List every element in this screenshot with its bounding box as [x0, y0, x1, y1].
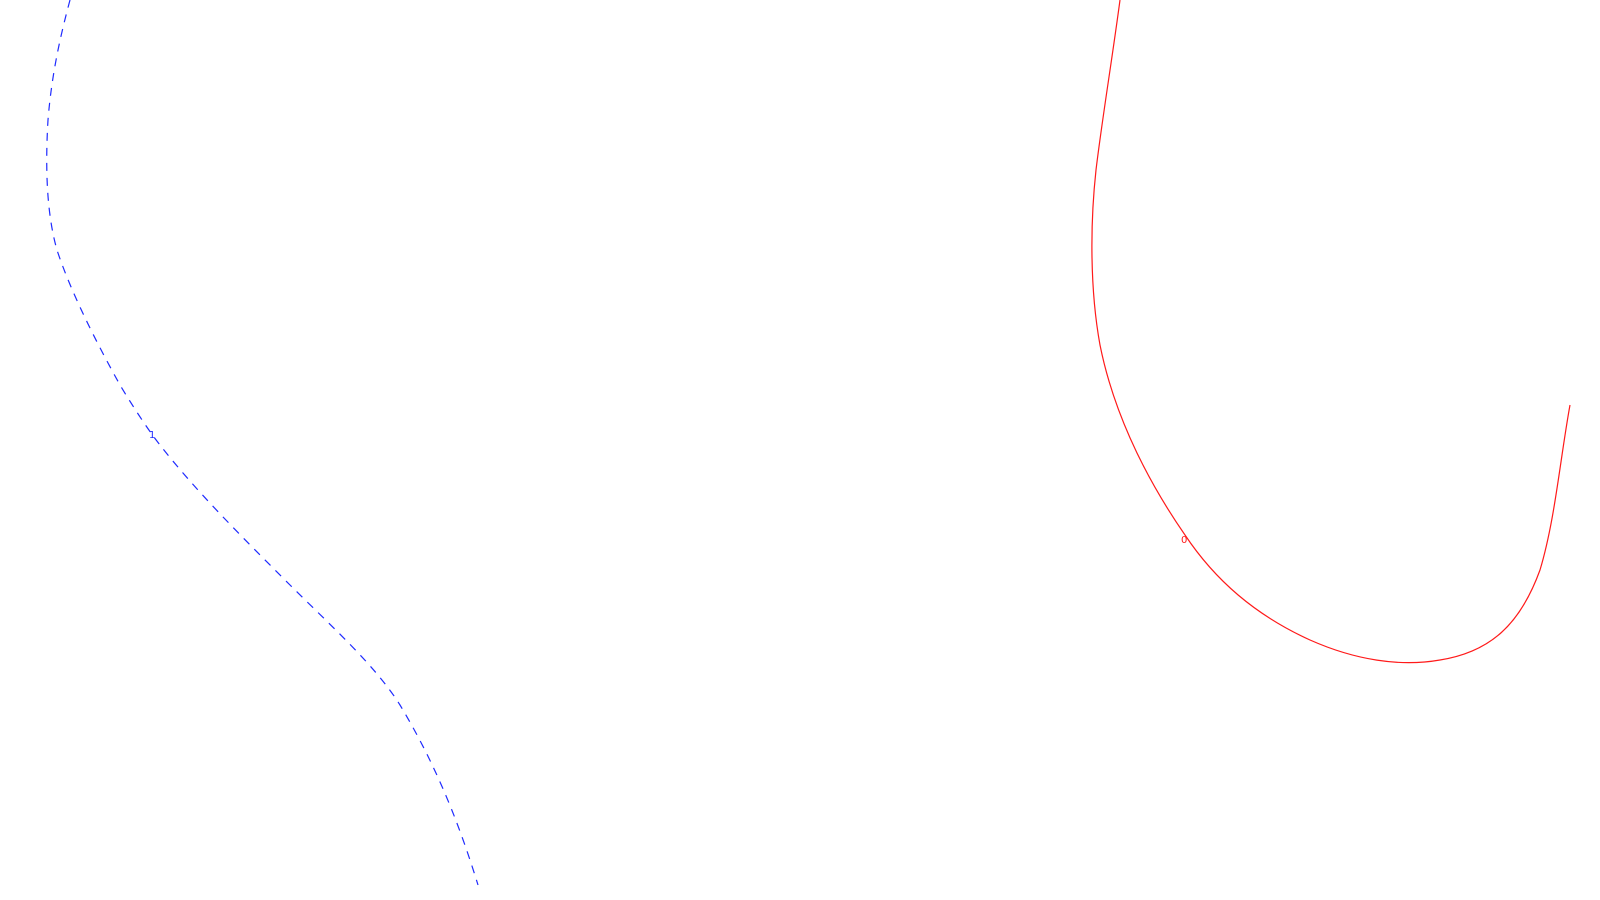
dashed-curve-label: 1 — [149, 430, 155, 441]
dashed-curve — [46, 0, 479, 886]
solid-curve — [1091, 0, 1571, 664]
solid-curve-label: 0 — [1181, 535, 1187, 546]
